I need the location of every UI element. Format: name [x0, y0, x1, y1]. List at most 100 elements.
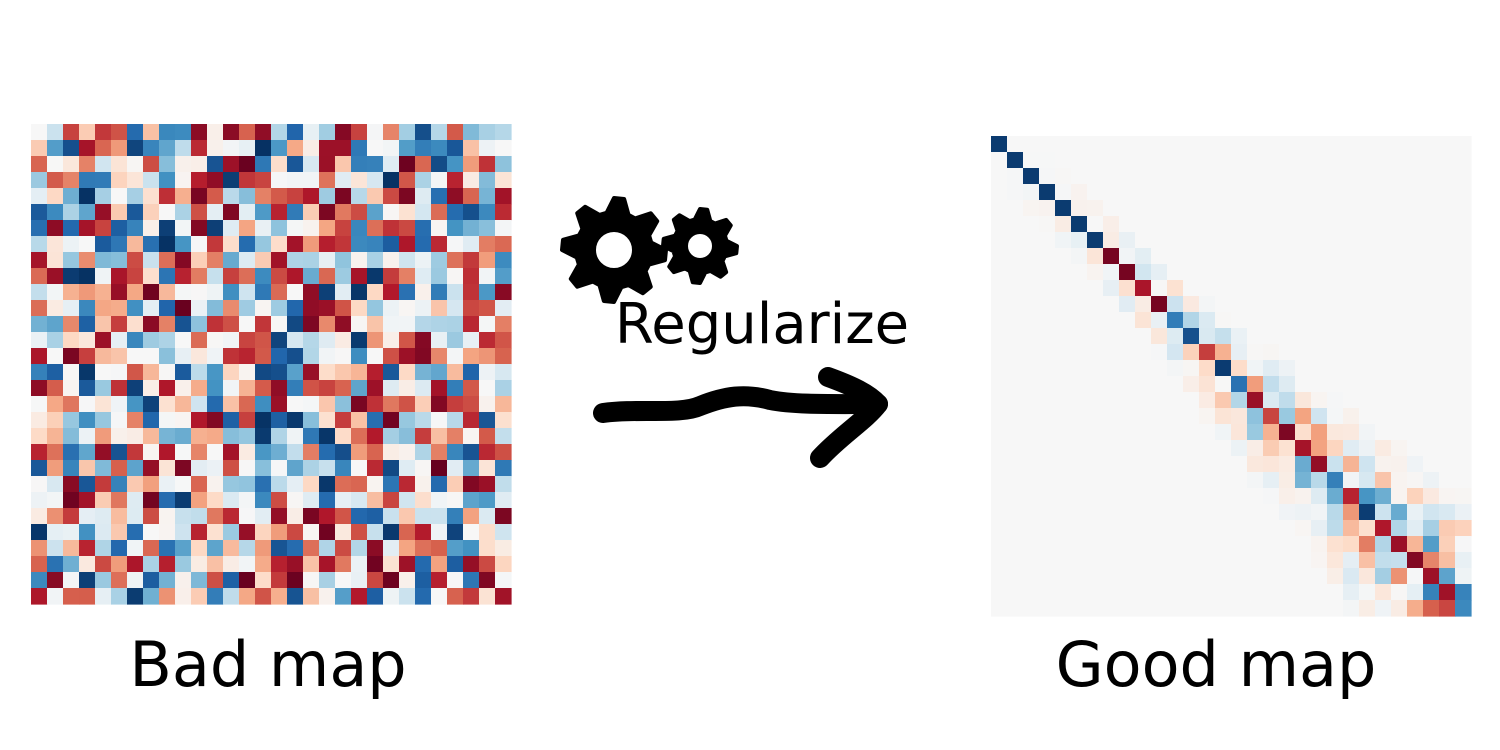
good-map-cell	[1151, 152, 1168, 169]
good-map-cell	[1231, 344, 1248, 361]
good-map-cell	[1311, 472, 1328, 489]
bad-map-cell	[319, 268, 336, 285]
bad-map-cell	[191, 252, 208, 269]
bad-map-cell	[31, 476, 48, 493]
bad-map-cell	[415, 556, 432, 573]
bad-map-cell	[143, 508, 160, 525]
bad-map-cell	[79, 460, 96, 477]
good-map-cell	[1311, 520, 1328, 537]
good-map-cell	[1103, 504, 1120, 521]
good-map-cell	[1343, 376, 1360, 393]
bad-map-cell	[159, 524, 176, 541]
bad-map-cell	[383, 156, 400, 173]
good-map-cell	[1247, 200, 1264, 217]
bad-map-cell	[319, 556, 336, 573]
good-map-cell	[1071, 152, 1088, 169]
bad-map-cell	[159, 236, 176, 253]
bad-map-cell	[143, 284, 160, 301]
bad-map-cell	[239, 428, 256, 445]
good-map-cell	[1103, 568, 1120, 585]
bad-map-cell	[479, 188, 496, 205]
good-map-cell	[1023, 456, 1040, 473]
bad-map-cell	[255, 460, 272, 477]
bad-map-cell	[383, 204, 400, 221]
bad-map-cell	[367, 236, 384, 253]
bad-map-cell	[447, 508, 464, 525]
bad-map-cell	[479, 572, 496, 589]
good-map-cell	[1135, 376, 1152, 393]
bad-map-cell	[303, 204, 320, 221]
bad-map-cell	[303, 508, 320, 525]
good-map-cell	[1407, 328, 1424, 345]
good-map-cell	[991, 584, 1008, 601]
bad-map-cell	[47, 316, 64, 333]
bad-map-cell	[111, 156, 128, 173]
good-map-cell	[1407, 184, 1424, 201]
bad-map-cell	[271, 236, 288, 253]
bad-map-cell	[367, 188, 384, 205]
bad-map-cell	[447, 156, 464, 173]
bad-map-cell	[399, 492, 416, 509]
bad-map-cell	[335, 332, 352, 349]
good-map-cell	[1183, 152, 1200, 169]
bad-map-cell	[431, 572, 448, 589]
bad-map-cell	[127, 220, 144, 237]
bad-map-cell	[367, 428, 384, 445]
bad-map-cell	[447, 140, 464, 157]
good-map-cell	[1407, 264, 1424, 281]
bad-map-cell	[79, 204, 96, 221]
bad-map-cell	[335, 428, 352, 445]
bad-map-cell	[383, 172, 400, 189]
good-map-cell	[1055, 312, 1072, 329]
good-map-cell	[1039, 312, 1056, 329]
arrow-icon	[593, 367, 888, 468]
good-map-cell	[1311, 568, 1328, 585]
good-map-cell	[1343, 168, 1360, 185]
good-map-cell	[991, 520, 1008, 537]
good-map-cell	[1455, 200, 1472, 217]
bad-map-cell	[207, 508, 224, 525]
good-map-cell	[1119, 184, 1136, 201]
bad-map-cell	[303, 556, 320, 573]
bad-map-cell	[335, 492, 352, 509]
bad-map-cell	[335, 444, 352, 461]
bad-map-cell	[191, 316, 208, 333]
good-map-cell	[1327, 472, 1344, 489]
bad-map-cell	[287, 300, 304, 317]
bad-map-cell	[223, 204, 240, 221]
bad-map-cell	[47, 236, 64, 253]
good-map-cell	[1455, 232, 1472, 249]
good-map-cell	[1023, 424, 1040, 441]
good-map-cell	[1167, 504, 1184, 521]
bad-map-cell	[447, 524, 464, 541]
bad-map-cell	[271, 220, 288, 237]
good-map-cell	[1055, 216, 1072, 233]
good-map-cell	[1359, 200, 1376, 217]
bad-map-cell	[335, 124, 352, 141]
good-map-cell	[1343, 504, 1360, 521]
good-map-cell	[1151, 408, 1168, 425]
bad-map-cell	[271, 252, 288, 269]
bad-map-cell	[303, 220, 320, 237]
bad-map-cell	[255, 140, 272, 157]
good-map-cell	[1279, 568, 1296, 585]
bad-map-cell	[159, 476, 176, 493]
bad-map-cell	[31, 124, 48, 141]
bad-map-cell	[431, 476, 448, 493]
good-map-cell	[1439, 344, 1456, 361]
good-map-cell	[1311, 456, 1328, 473]
bad-map-cell	[495, 268, 512, 285]
good-map-cell	[1247, 136, 1264, 153]
good-map-cell	[1231, 568, 1248, 585]
bad-map-cell	[463, 364, 480, 381]
good-map-cell	[1263, 536, 1280, 553]
bad-map-cell	[495, 508, 512, 525]
good-map-cell	[1135, 392, 1152, 409]
good-map-cell	[1071, 136, 1088, 153]
bad-map-cell	[335, 364, 352, 381]
bad-map-cell	[143, 412, 160, 429]
bad-map-cell	[463, 508, 480, 525]
good-map-cell	[1135, 520, 1152, 537]
good-map-cell	[1055, 408, 1072, 425]
good-map-cell	[1167, 360, 1184, 377]
